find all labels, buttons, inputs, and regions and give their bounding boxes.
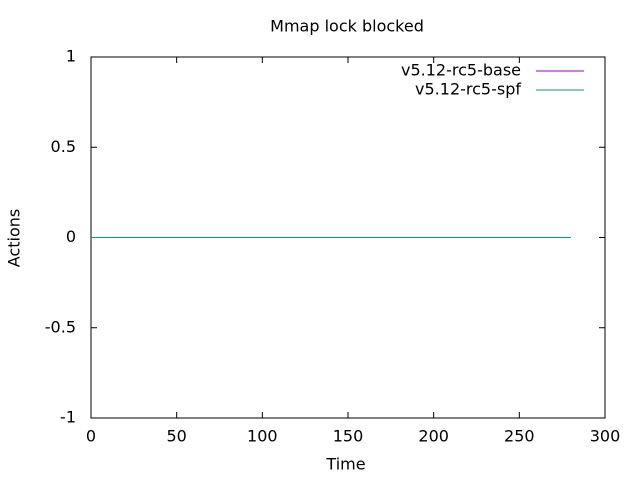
legend-label: v5.12-rc5-base bbox=[401, 61, 521, 80]
y-tick-label: -1 bbox=[60, 408, 76, 427]
y-tick-label: 0 bbox=[66, 227, 76, 246]
x-axis-label: Time bbox=[325, 455, 365, 474]
y-axis-label: Actions bbox=[5, 209, 24, 267]
x-tick-label: 100 bbox=[247, 427, 278, 446]
x-tick-label: 50 bbox=[166, 427, 186, 446]
y-tick-label: -0.5 bbox=[45, 317, 76, 336]
x-tick-label: 200 bbox=[418, 427, 449, 446]
x-tick-label: 0 bbox=[86, 427, 96, 446]
x-tick-label: 250 bbox=[504, 427, 535, 446]
x-tick-label: 300 bbox=[590, 427, 621, 446]
legend-label: v5.12-rc5-spf bbox=[415, 80, 521, 99]
y-tick-label: 1 bbox=[66, 47, 76, 66]
chart-title: Mmap lock blocked bbox=[270, 17, 424, 36]
x-tick-label: 150 bbox=[333, 427, 364, 446]
y-tick-label: 0.5 bbox=[51, 137, 76, 156]
